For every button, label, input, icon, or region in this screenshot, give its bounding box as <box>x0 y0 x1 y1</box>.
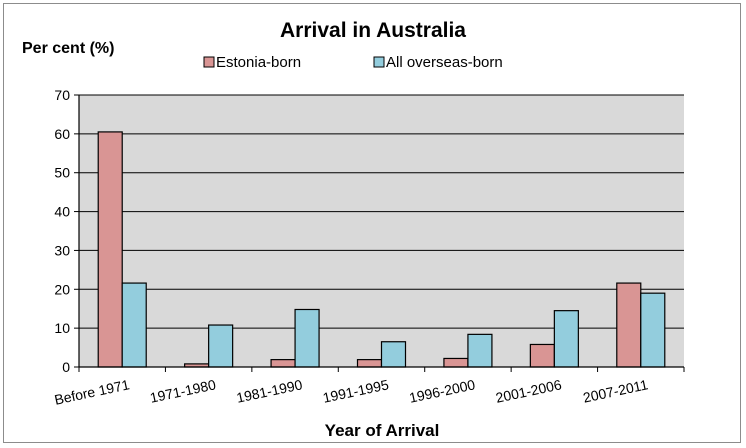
legend: Estonia-born All overseas-born <box>203 54 503 71</box>
bar-all-overseas-born-1991-1995 <box>380 341 407 368</box>
bar-estonia-born-2007-2011 <box>616 282 642 368</box>
bar-all-overseas-born-1981-1990 <box>294 308 320 368</box>
bar-estonia-born-1981-1990 <box>270 359 296 368</box>
legend-label-estonia-born: Estonia-born <box>216 54 301 71</box>
x-tick-label-2007-2011: 2007-2011 <box>582 376 650 405</box>
bar-all-overseas-born-2007-2011 <box>640 292 666 368</box>
bar-all-overseas-born-1971-1980 <box>208 324 234 368</box>
y-tick-label-40: 40 <box>54 204 70 220</box>
x-tick-label-before-1971: Before 1971 <box>53 376 131 408</box>
bar-estonia-born-1996-2000 <box>443 357 469 368</box>
y-tick-label-10: 10 <box>54 320 70 336</box>
x-tick-label-1981-1990: 1981-1990 <box>235 376 304 406</box>
bar-all-overseas-born-2001-2006 <box>553 310 579 368</box>
x-axis-label: Year of Arrival <box>325 421 440 440</box>
legend-label-all-overseas-born: All overseas-born <box>386 54 503 71</box>
x-tick-label-1991-1995: 1991-1995 <box>321 376 390 406</box>
y-tick-label-20: 20 <box>54 281 70 297</box>
x-tick-label-1996-2000: 1996-2000 <box>408 376 477 406</box>
y-tick-label-50: 50 <box>54 165 70 181</box>
y-tick-label-0: 0 <box>62 359 70 375</box>
bar-all-overseas-born-1996-2000 <box>467 333 493 368</box>
chart-title: Arrival in Australia <box>280 19 466 42</box>
bar-all-overseas-born-before-1971 <box>121 282 147 368</box>
bar-estonia-born-2001-2006 <box>529 343 555 368</box>
bar-estonia-born-before-1971 <box>97 131 123 368</box>
y-tick-label-30: 30 <box>54 242 70 258</box>
y-tick-label-70: 70 <box>54 87 70 103</box>
x-tick-label-2001-2006: 2001-2006 <box>494 376 563 406</box>
legend-swatch-all-overseas-born <box>373 56 385 68</box>
bar-estonia-born-1991-1995 <box>356 359 383 368</box>
plot-background <box>79 95 684 367</box>
plot-area: 0 10 20 30 40 50 60 70 Before 1971 1971-1980 1981-… <box>53 87 685 408</box>
y-axis-label: Per cent (%) <box>22 40 114 57</box>
x-tick-label-1971-1980: 1971-1980 <box>148 376 217 406</box>
y-tick-label-60: 60 <box>54 126 70 142</box>
legend-swatch-estonia-born <box>203 56 215 68</box>
